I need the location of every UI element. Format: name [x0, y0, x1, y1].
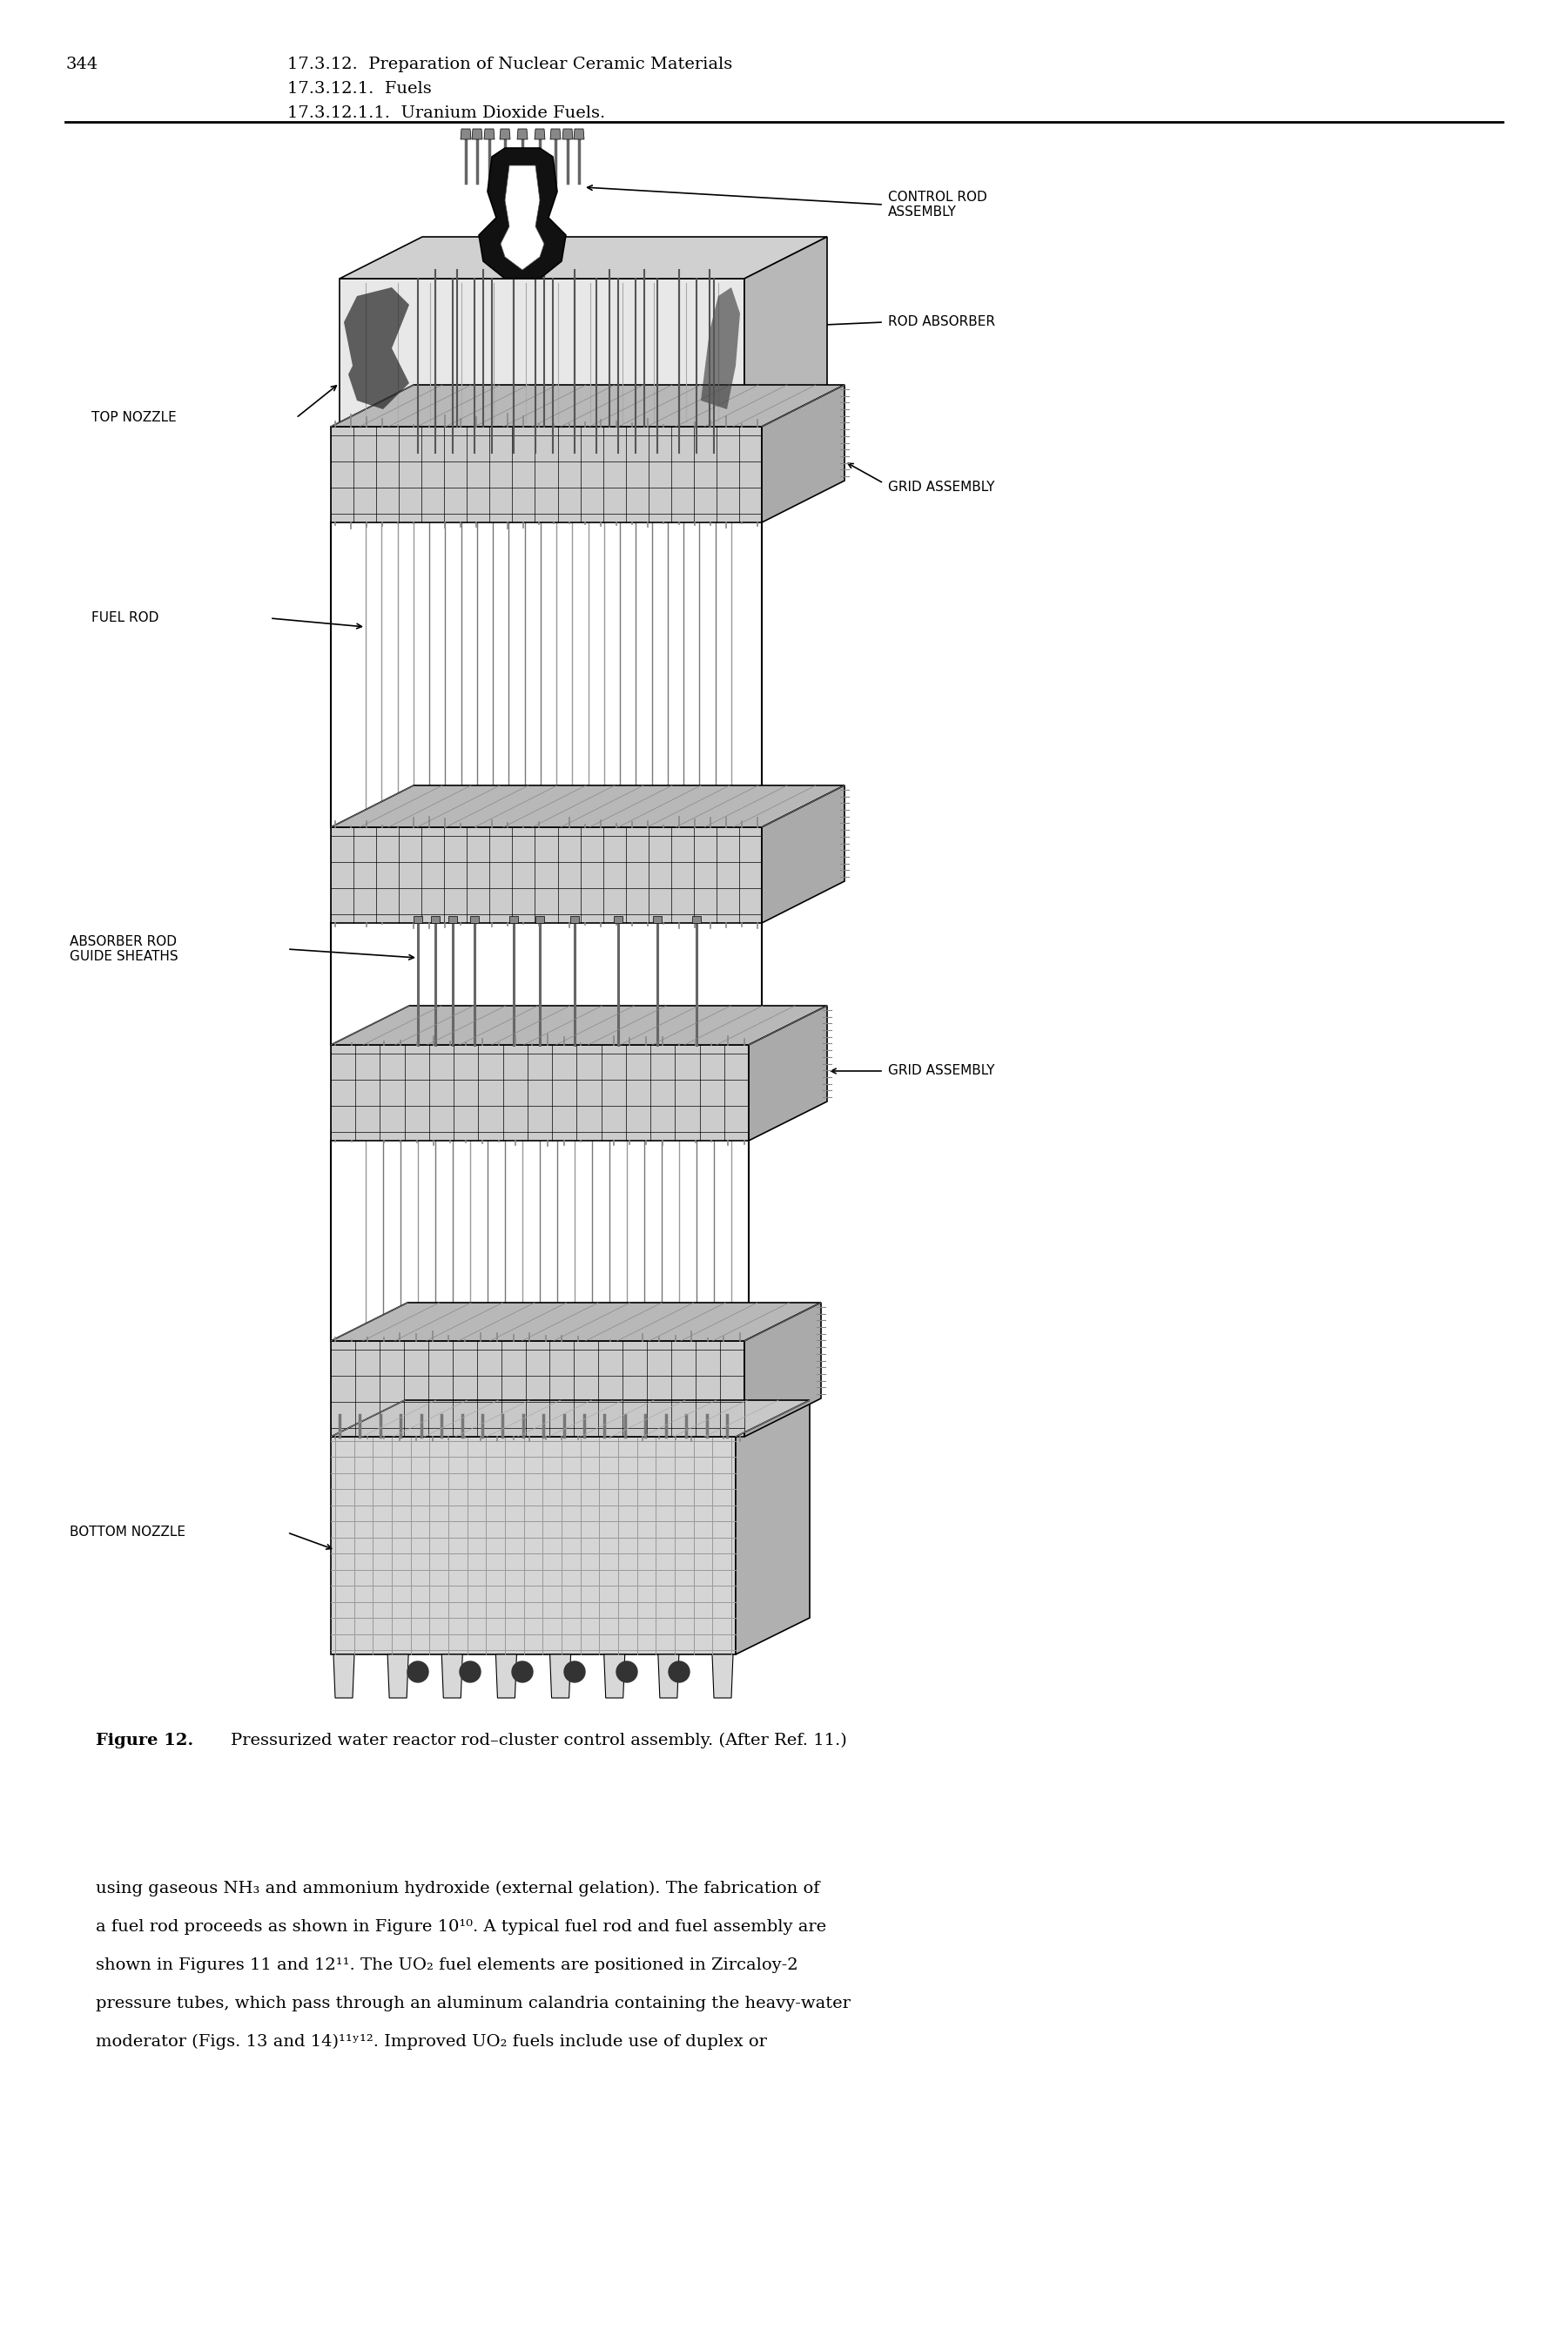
Polygon shape: [691, 917, 701, 924]
Polygon shape: [745, 1302, 822, 1436]
Polygon shape: [712, 1655, 734, 1697]
Polygon shape: [331, 1340, 745, 1436]
Text: pressure tubes, which pass through an aluminum calandria containing the heavy-wa: pressure tubes, which pass through an al…: [96, 1996, 850, 2012]
Polygon shape: [535, 129, 546, 139]
Polygon shape: [500, 129, 510, 139]
Circle shape: [511, 1662, 533, 1683]
Polygon shape: [334, 1655, 354, 1697]
Circle shape: [668, 1662, 690, 1683]
Polygon shape: [510, 917, 517, 924]
Polygon shape: [340, 280, 745, 426]
Polygon shape: [472, 129, 483, 139]
Text: Figure 12.: Figure 12.: [96, 1733, 193, 1749]
Circle shape: [408, 1662, 428, 1683]
Polygon shape: [414, 917, 422, 924]
Polygon shape: [331, 1302, 822, 1340]
Polygon shape: [762, 785, 845, 924]
Polygon shape: [331, 1401, 809, 1436]
Polygon shape: [331, 785, 845, 828]
Text: moderator (Figs. 13 and 14)¹¹ʸ¹². Improved UO₂ fuels include use of duplex or: moderator (Figs. 13 and 14)¹¹ʸ¹². Improv…: [96, 2034, 767, 2050]
Polygon shape: [762, 386, 845, 522]
Polygon shape: [652, 917, 662, 924]
Text: GRID ASSEMBLY: GRID ASSEMBLY: [887, 482, 994, 494]
Polygon shape: [550, 129, 561, 139]
Polygon shape: [745, 237, 826, 426]
Polygon shape: [448, 917, 458, 924]
Polygon shape: [331, 1044, 750, 1140]
Polygon shape: [517, 129, 527, 139]
Polygon shape: [485, 129, 494, 139]
Polygon shape: [478, 148, 566, 280]
Polygon shape: [331, 1006, 826, 1044]
Polygon shape: [735, 1401, 809, 1655]
Text: 17.3.12.1.  Fuels: 17.3.12.1. Fuels: [287, 80, 431, 96]
Polygon shape: [343, 287, 409, 409]
Text: 17.3.12.  Preparation of Nuclear Ceramic Materials: 17.3.12. Preparation of Nuclear Ceramic …: [287, 56, 732, 73]
Polygon shape: [613, 917, 622, 924]
Polygon shape: [331, 386, 845, 426]
Text: a fuel rod proceeds as shown in Figure 10¹⁰. A typical fuel rod and fuel assembl: a fuel rod proceeds as shown in Figure 1…: [96, 1918, 826, 1935]
Polygon shape: [442, 1655, 463, 1697]
Text: CONTROL ROD
ASSEMBLY: CONTROL ROD ASSEMBLY: [887, 190, 988, 219]
Polygon shape: [563, 129, 572, 139]
Polygon shape: [461, 129, 470, 139]
Text: Pressurized water reactor rod–cluster control assembly. (After Ref. 11.): Pressurized water reactor rod–cluster co…: [230, 1733, 847, 1749]
Polygon shape: [470, 917, 478, 924]
Circle shape: [459, 1662, 480, 1683]
Polygon shape: [495, 1655, 516, 1697]
Text: TOP NOZZLE: TOP NOZZLE: [91, 411, 177, 426]
Polygon shape: [387, 1655, 408, 1697]
Circle shape: [564, 1662, 585, 1683]
Polygon shape: [340, 237, 826, 280]
Polygon shape: [535, 917, 544, 924]
Polygon shape: [571, 917, 579, 924]
Circle shape: [616, 1662, 637, 1683]
Polygon shape: [750, 1006, 826, 1140]
Polygon shape: [431, 917, 439, 924]
Text: shown in Figures 11 and 12¹¹. The UO₂ fuel elements are positioned in Zircaloy-2: shown in Figures 11 and 12¹¹. The UO₂ fu…: [96, 1958, 798, 1972]
Text: FUEL ROD: FUEL ROD: [91, 611, 158, 625]
Text: BOTTOM NOZZLE: BOTTOM NOZZLE: [69, 1526, 185, 1540]
Polygon shape: [701, 287, 740, 409]
Polygon shape: [331, 426, 762, 522]
Text: ROD ABSORBER: ROD ABSORBER: [887, 315, 996, 329]
Polygon shape: [550, 1655, 571, 1697]
Polygon shape: [574, 129, 585, 139]
Polygon shape: [331, 828, 762, 924]
Text: 17.3.12.1.1.  Uranium Dioxide Fuels.: 17.3.12.1.1. Uranium Dioxide Fuels.: [287, 106, 605, 120]
Polygon shape: [659, 1655, 679, 1697]
Text: 344: 344: [66, 56, 97, 73]
Text: GRID ASSEMBLY: GRID ASSEMBLY: [887, 1065, 994, 1077]
Polygon shape: [604, 1655, 626, 1697]
Polygon shape: [331, 1436, 735, 1655]
Text: using gaseous NH₃ and ammonium hydroxide (external gelation). The fabrication of: using gaseous NH₃ and ammonium hydroxide…: [96, 1881, 820, 1897]
Text: ABSORBER ROD
GUIDE SHEATHS: ABSORBER ROD GUIDE SHEATHS: [69, 936, 179, 964]
Polygon shape: [500, 165, 544, 270]
